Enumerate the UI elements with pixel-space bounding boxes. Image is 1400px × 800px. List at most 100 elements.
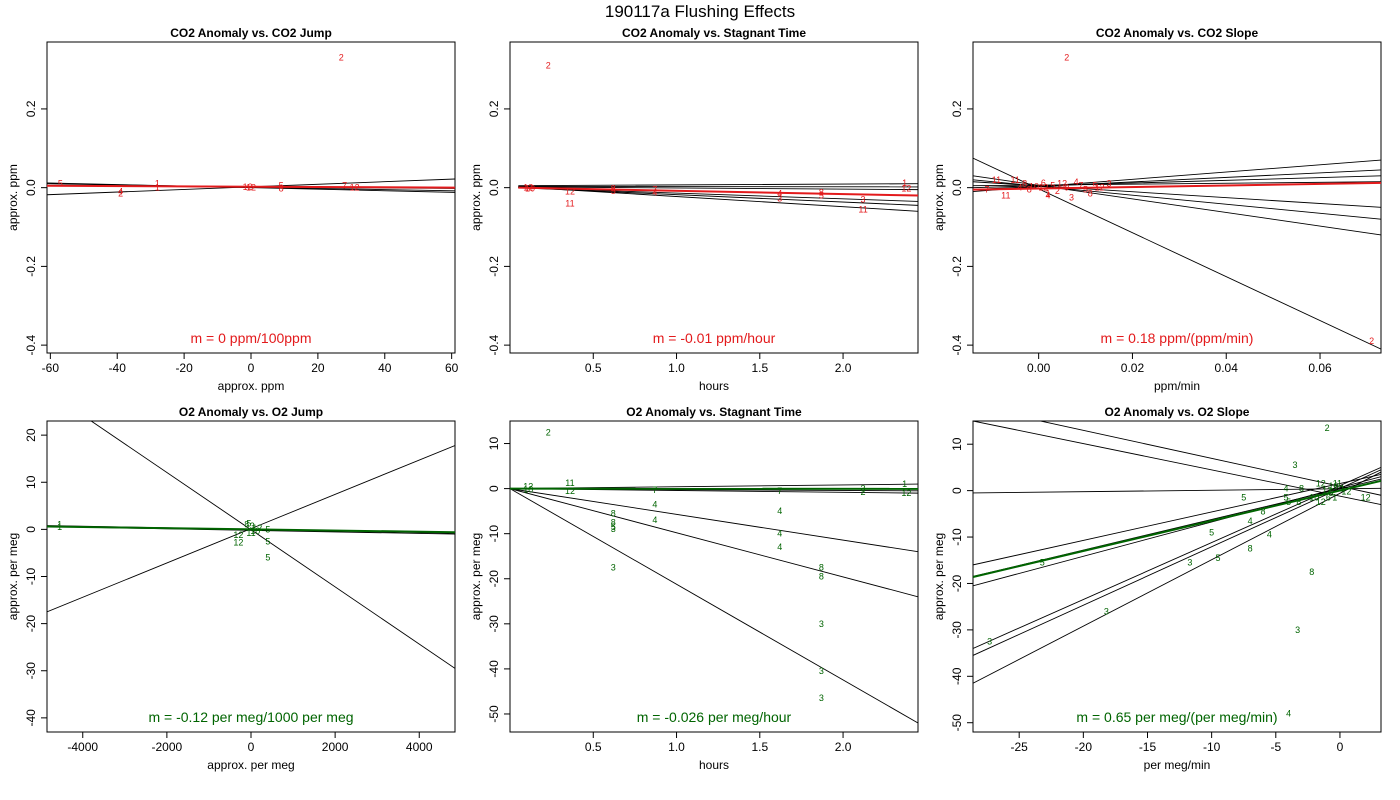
y-tick-label: -10 <box>24 568 38 586</box>
data-point-label: 11 <box>858 204 867 214</box>
data-point-label: 11 <box>565 198 574 208</box>
data-point-label: 4 <box>118 187 123 197</box>
plot-frame <box>972 420 1382 733</box>
x-tick-label: 60 <box>445 361 459 375</box>
data-point-label: 11 <box>992 175 1001 185</box>
panel-4: O2 Anomaly vs. O2 Jump -4000 -2000 0 2000 400… <box>6 405 456 772</box>
data-point-label: 8 <box>1027 185 1032 195</box>
data-point-label: 5 <box>611 186 616 196</box>
data-point-label: 3 <box>250 521 255 531</box>
slope-annotation: m = 0 ppm/100ppm <box>190 330 311 346</box>
plot-frame <box>509 41 919 354</box>
data-point-label: 12 <box>901 183 911 193</box>
data-point-label: 5 <box>1284 493 1289 503</box>
slope-annotation: m = 0.18 ppm/(ppm/min) <box>1101 330 1254 346</box>
data-layer <box>518 183 918 212</box>
x-tick-label: 0 <box>248 361 255 375</box>
y-tick-label: 0.2 <box>24 100 38 117</box>
y-axis-label: approx. per meg <box>932 533 946 620</box>
x-axis-label: hours <box>699 379 729 393</box>
data-point-label: 5 <box>1216 553 1221 563</box>
mean-fit-line <box>47 184 455 189</box>
x-tick-label: 2.0 <box>835 361 852 375</box>
data-layer <box>973 421 1381 684</box>
slope-annotation: m = 0.65 per meg/(per meg/min) <box>1076 709 1277 725</box>
y-tick-label: 0.0 <box>487 179 501 196</box>
data-point-label: 8 <box>611 517 616 527</box>
data-point-label: 5 <box>265 553 270 563</box>
data-point-label: 10 <box>1029 181 1039 191</box>
y-tick-label: -30 <box>24 662 38 680</box>
x-axis-label: ppm/min <box>1154 379 1200 393</box>
data-point-label: 12 <box>1038 183 1048 193</box>
y-tick-label: -30 <box>487 615 501 633</box>
x-tick-label: 20 <box>311 361 325 375</box>
data-layer <box>47 421 455 669</box>
data-point-label: 7 <box>652 185 657 195</box>
data-point-label: 12 <box>252 523 262 533</box>
x-axis-label: approx. ppm <box>218 379 285 393</box>
data-point-label: 2 <box>546 427 551 437</box>
data-point-label: 1 <box>902 479 907 489</box>
data-point-label: 3 <box>1187 558 1192 568</box>
slope-annotation: m = -0.026 per meg/hour <box>637 709 792 725</box>
data-point-label: 10 <box>1309 493 1319 503</box>
data-point-label: 8 <box>1296 497 1301 507</box>
y-axis-label: approx. ppm <box>469 164 483 231</box>
slope-annotation: m = -0.12 per meg/1000 per meg <box>148 709 353 725</box>
data-point-label: 2 <box>1064 53 1069 63</box>
data-point-label: 5 <box>1286 497 1291 507</box>
data-point-label: 12 <box>233 530 243 540</box>
plot-frame <box>46 41 456 354</box>
data-point-label: 5 <box>819 191 824 201</box>
data-point-label: 8 <box>819 187 824 197</box>
y-tick-label: -50 <box>950 714 964 732</box>
regression-line <box>973 469 1381 656</box>
data-point-label: 2 <box>1325 423 1330 433</box>
y-tick-label: -40 <box>487 660 501 678</box>
data-layer <box>973 157 1381 350</box>
regression-line <box>973 157 1381 350</box>
data-point-label: 1 <box>902 178 907 188</box>
data-point-label: 12 <box>1057 179 1067 189</box>
data-point-label: 3 <box>819 619 824 629</box>
y-tick-label: 0.2 <box>950 100 964 117</box>
data-point-label: 5 <box>611 522 616 532</box>
data-point-label: 11 <box>1333 479 1342 489</box>
y-tick-label: -0.4 <box>487 334 501 355</box>
regression-line <box>90 421 455 669</box>
plot-frame <box>972 41 1382 354</box>
slope-annotation: m = -0.01 ppm/hour <box>653 330 776 346</box>
data-point-label: 12 <box>565 486 575 496</box>
regression-line <box>973 471 1381 684</box>
data-point-label: 12 <box>523 481 533 491</box>
y-tick-label: -40 <box>24 709 38 727</box>
data-point-label: 4 <box>652 499 657 509</box>
y-tick-label: -30 <box>950 621 964 639</box>
data-point-label: 2 <box>546 61 551 71</box>
y-tick-label: -20 <box>950 574 964 592</box>
data-point-label: 3 <box>777 193 782 203</box>
regression-line <box>510 488 918 598</box>
plot-title: O2 Anomaly vs. O2 Slope <box>1105 405 1250 419</box>
data-point-label: 6 <box>1326 493 1331 503</box>
y-tick-label: 0.2 <box>487 100 501 117</box>
data-point-label: 12 <box>243 182 253 192</box>
data-point-label: 11 <box>565 478 574 488</box>
data-point-label: 11 <box>1011 175 1020 185</box>
data-point-label: 4 <box>1286 708 1291 718</box>
data-point-label: 8 <box>1022 179 1027 189</box>
y-axis-label: approx. per meg <box>6 533 20 620</box>
data-point-label: 12 <box>1316 479 1326 489</box>
plot-frame <box>509 420 919 733</box>
data-point-label: 3 <box>819 666 824 676</box>
x-axis-label: hours <box>699 758 729 772</box>
x-tick-label: 0.04 <box>1215 361 1239 375</box>
regression-line <box>1038 421 1381 496</box>
y-tick-label: -0.2 <box>487 256 501 277</box>
data-point-label: 1 <box>1332 493 1337 503</box>
data-point-label: 12 <box>1361 493 1371 503</box>
regression-line <box>973 476 1381 587</box>
y-axis-label: approx. ppm <box>6 164 20 231</box>
